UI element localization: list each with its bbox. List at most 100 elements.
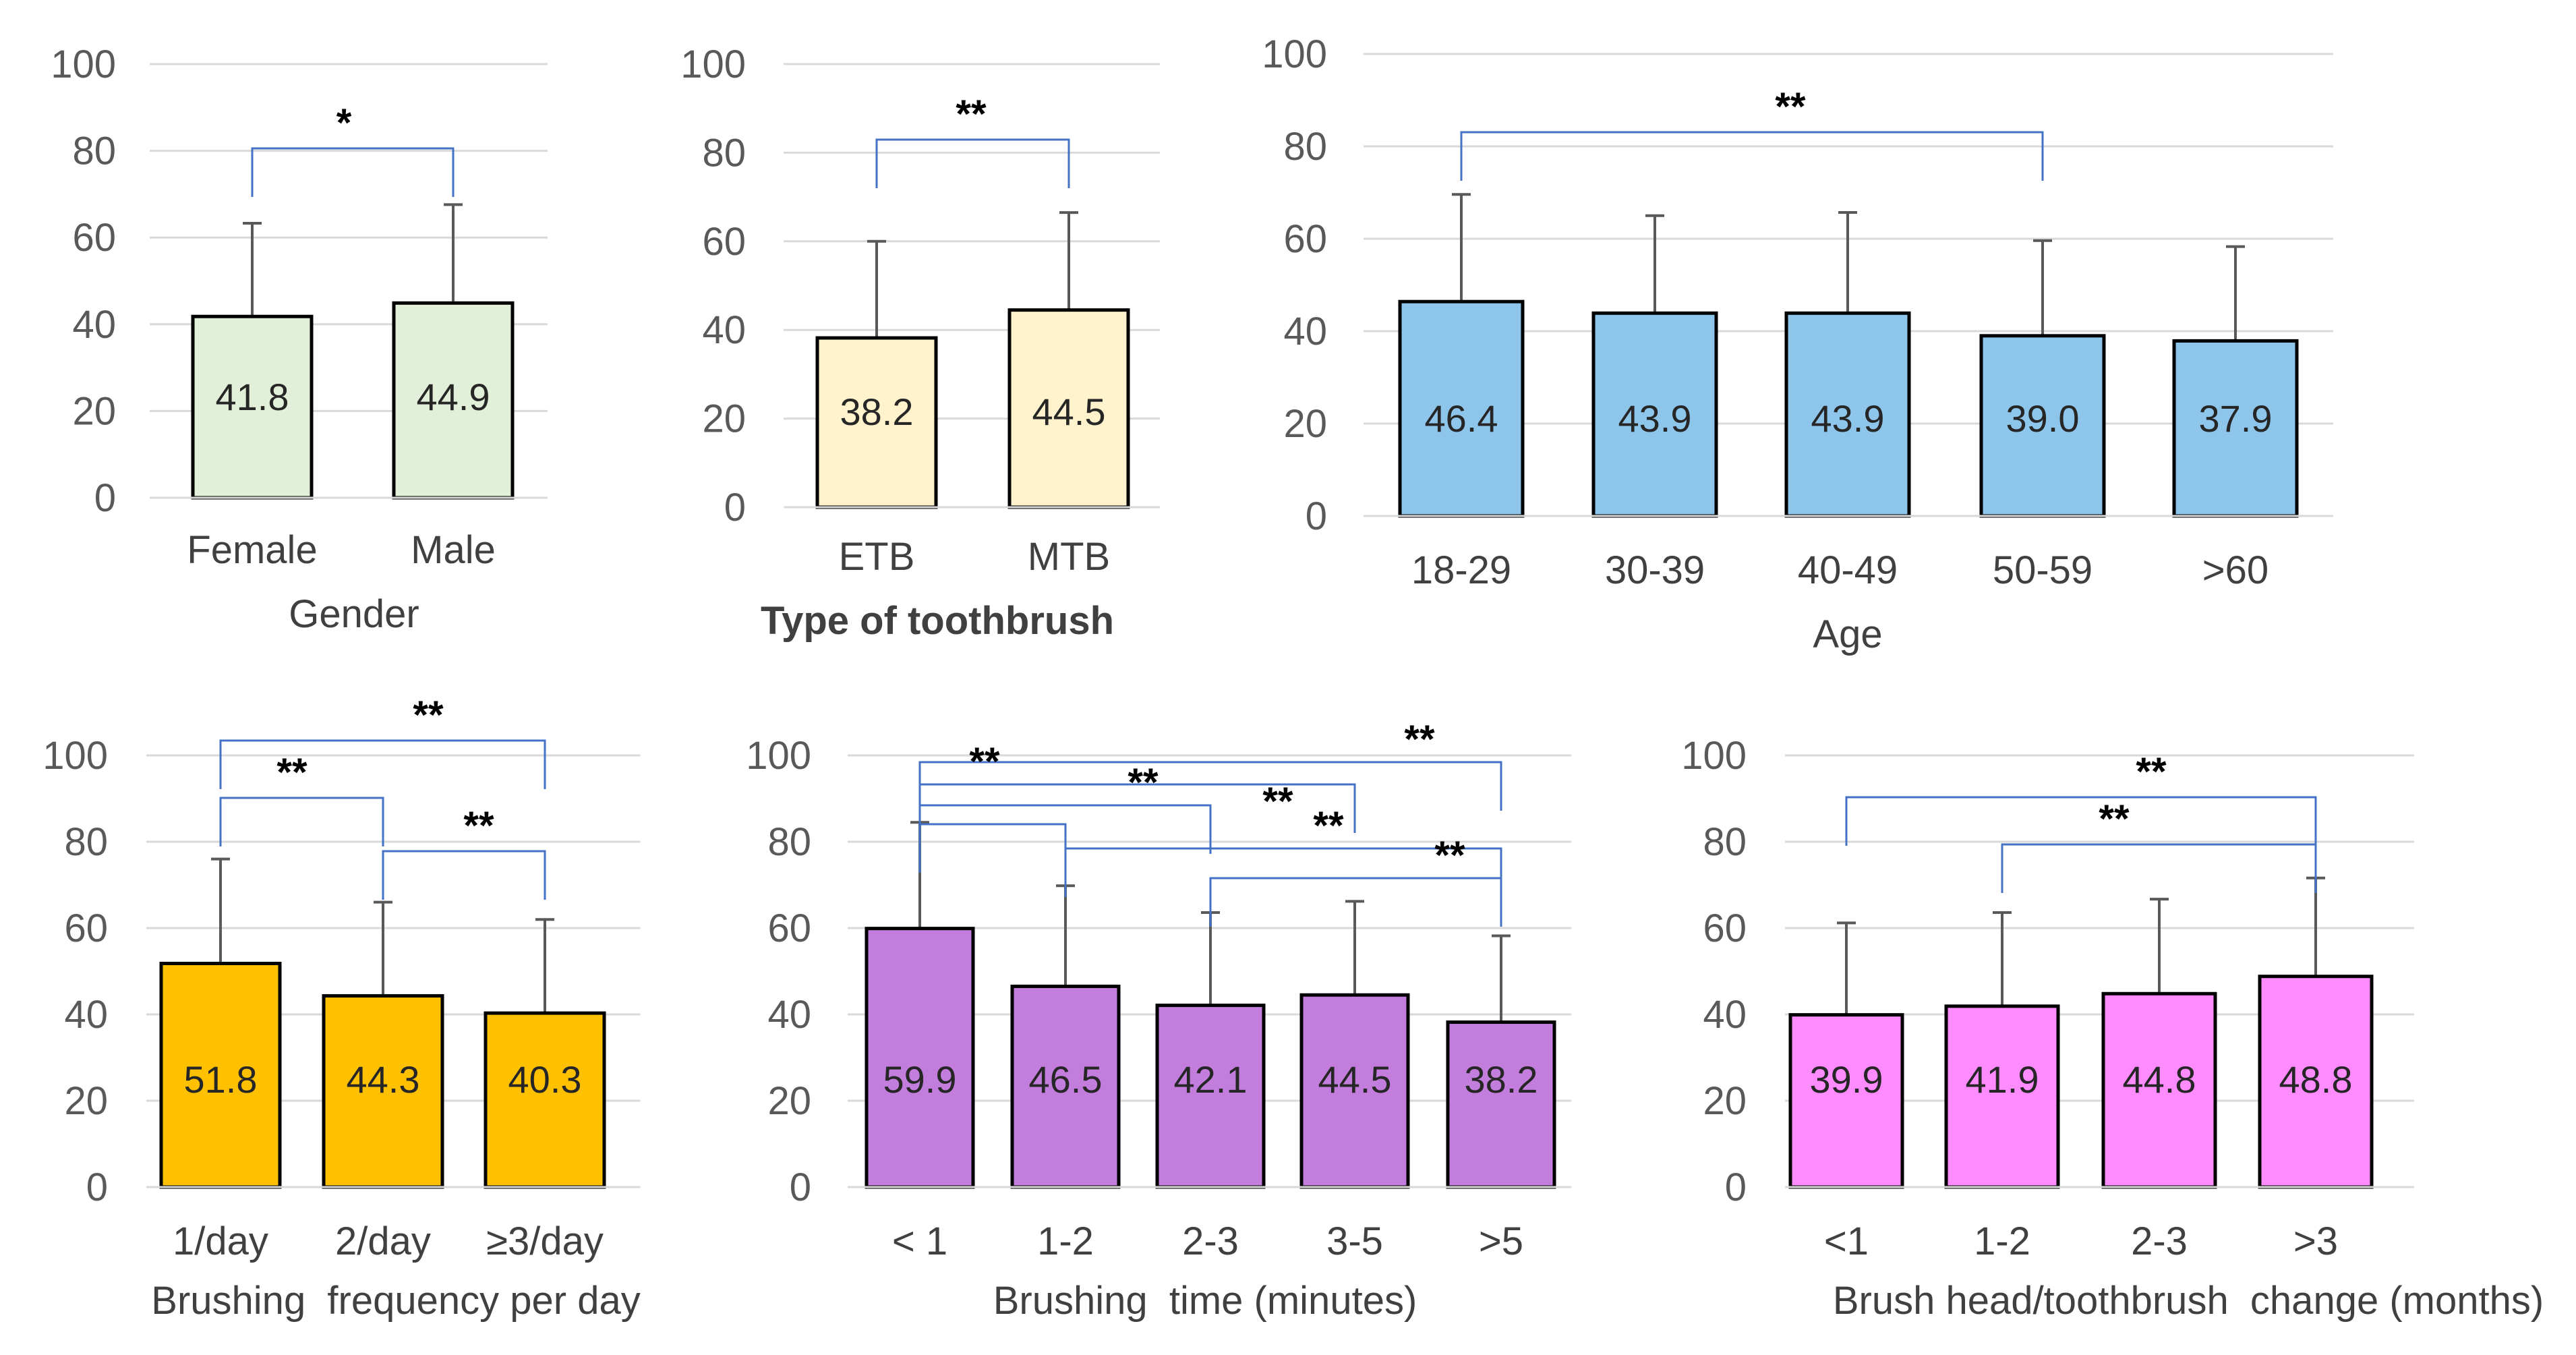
bar-time-3 [1299, 993, 1410, 1189]
bar-age-1 [1591, 311, 1718, 518]
value-label-change-0: 39.9 [1810, 1058, 1883, 1101]
bar-change-2 [2101, 991, 2217, 1189]
y-tick-label-toothbrush-80: 80 [702, 131, 746, 175]
value-label-time-1: 46.5 [1029, 1058, 1103, 1101]
bar-frequency-1 [322, 993, 444, 1189]
y-tick-label-toothbrush-100: 100 [680, 42, 746, 86]
category-label-time-3: 3-5 [1326, 1219, 1383, 1263]
y-tick-label-time-40: 40 [767, 993, 811, 1037]
bar-time-4 [1446, 1020, 1556, 1189]
y-tick-label-time-0: 0 [790, 1165, 811, 1209]
value-label-frequency-0: 51.8 [184, 1058, 258, 1101]
significance-bracket-frequency-1 [219, 797, 384, 846]
category-label-age-1: 30-39 [1605, 548, 1705, 592]
significance-label-change-1: ** [2099, 797, 2130, 841]
bar-age-3 [1979, 334, 2106, 518]
value-label-change-3: 48.8 [2279, 1058, 2353, 1101]
y-tick-label-gender-0: 0 [94, 476, 116, 520]
bar-change-0 [1788, 1013, 1904, 1189]
y-tick-label-age-40: 40 [1283, 310, 1327, 353]
significance-label-frequency-2: ** [463, 804, 494, 848]
significance-bracket-gender-0 [251, 147, 455, 197]
value-label-time-0: 59.9 [883, 1058, 957, 1101]
significance-label-gender-0: * [336, 101, 352, 145]
y-tick-label-gender-80: 80 [72, 129, 116, 173]
value-label-gender-1: 44.9 [417, 376, 490, 418]
y-tick-label-change-60: 60 [1703, 906, 1747, 950]
y-tick-label-frequency-40: 40 [64, 993, 108, 1037]
y-tick-label-age-0: 0 [1306, 494, 1327, 538]
bar-gender-0 [191, 314, 314, 500]
x-axis-title-toothbrush: Type of toothbrush [761, 599, 1114, 643]
value-label-time-4: 38.2 [1465, 1058, 1538, 1101]
y-tick-label-age-20: 20 [1283, 402, 1327, 446]
value-label-age-2: 43.9 [1811, 397, 1885, 440]
category-label-age-0: 18-29 [1411, 548, 1511, 592]
y-tick-label-frequency-80: 80 [64, 820, 108, 864]
category-label-age-4: >60 [2202, 548, 2268, 592]
significance-label-frequency-1: ** [276, 751, 308, 795]
value-label-age-0: 46.4 [1425, 397, 1498, 440]
y-tick-label-frequency-100: 100 [42, 734, 108, 778]
significance-label-time-5: ** [1434, 834, 1465, 877]
x-axis-title-gender: Gender [289, 592, 419, 636]
category-label-change-2: 2-3 [2131, 1219, 2188, 1263]
significance-label-time-0: ** [1404, 718, 1435, 761]
bar-frequency-0 [159, 961, 282, 1189]
category-label-toothbrush-0: ETB [839, 535, 915, 579]
y-tick-label-toothbrush-0: 0 [724, 486, 746, 529]
category-label-frequency-2: ≥3/day [486, 1219, 604, 1263]
x-axis-title-time: Brushing time (minutes) [993, 1279, 1417, 1323]
y-tick-label-change-40: 40 [1703, 993, 1747, 1037]
bar-age-0 [1398, 299, 1525, 518]
significance-bracket-age-0 [1460, 131, 2044, 181]
significance-label-age-0: ** [1775, 85, 1806, 129]
y-tick-label-gender-100: 100 [51, 42, 116, 86]
category-label-change-3: >3 [2293, 1219, 2338, 1263]
category-label-frequency-1: 2/day [335, 1219, 431, 1263]
category-label-time-4: >5 [1479, 1219, 1523, 1263]
category-label-time-1: 1-2 [1037, 1219, 1094, 1263]
significance-label-time-1: ** [969, 740, 1000, 784]
value-label-toothbrush-1: 44.5 [1032, 391, 1106, 433]
value-label-age-4: 37.9 [2199, 397, 2273, 440]
bar-time-0 [865, 927, 975, 1189]
significance-bracket-frequency-0 [219, 739, 546, 789]
value-label-time-3: 44.5 [1318, 1058, 1392, 1101]
y-tick-label-gender-40: 40 [72, 303, 116, 347]
y-tick-label-toothbrush-40: 40 [702, 308, 746, 352]
y-tick-label-frequency-20: 20 [64, 1079, 108, 1123]
category-label-age-3: 50-59 [1993, 548, 2092, 592]
y-tick-label-time-20: 20 [767, 1079, 811, 1123]
y-tick-label-frequency-0: 0 [86, 1165, 108, 1209]
significance-label-time-2: ** [1128, 761, 1159, 805]
x-axis-title-change: Brush head/toothbrush change (months) [1833, 1279, 2544, 1323]
category-label-age-2: 40-49 [1798, 548, 1898, 592]
y-tick-label-gender-20: 20 [72, 389, 116, 433]
y-tick-label-age-100: 100 [1262, 32, 1327, 76]
significance-label-time-4: ** [1313, 804, 1344, 848]
y-tick-label-time-60: 60 [767, 906, 811, 950]
y-tick-label-toothbrush-20: 20 [702, 397, 746, 441]
y-tick-label-change-80: 80 [1703, 820, 1747, 864]
y-tick-label-toothbrush-60: 60 [702, 220, 746, 264]
significance-bracket-time-5 [1209, 877, 1502, 927]
bar-toothbrush-0 [815, 336, 938, 509]
value-label-time-2: 42.1 [1174, 1058, 1248, 1101]
significance-bracket-change-0 [1845, 796, 2317, 846]
category-label-time-0: < 1 [892, 1219, 947, 1263]
y-tick-label-time-80: 80 [767, 820, 811, 864]
category-label-toothbrush-1: MTB [1028, 535, 1110, 579]
value-label-change-2: 44.8 [2123, 1058, 2196, 1101]
significance-label-frequency-0: ** [413, 693, 444, 737]
significance-bracket-time-4 [1064, 847, 1502, 897]
y-tick-label-frequency-60: 60 [64, 906, 108, 950]
value-label-frequency-2: 40.3 [508, 1058, 582, 1101]
y-tick-label-time-100: 100 [746, 734, 811, 778]
bar-time-2 [1155, 1004, 1266, 1189]
value-label-toothbrush-0: 38.2 [840, 391, 914, 433]
bar-toothbrush-1 [1007, 308, 1130, 509]
significance-bracket-time-3 [918, 823, 1067, 873]
x-axis-title-age: Age [1813, 612, 1882, 656]
significance-bracket-toothbrush-0 [875, 138, 1070, 188]
